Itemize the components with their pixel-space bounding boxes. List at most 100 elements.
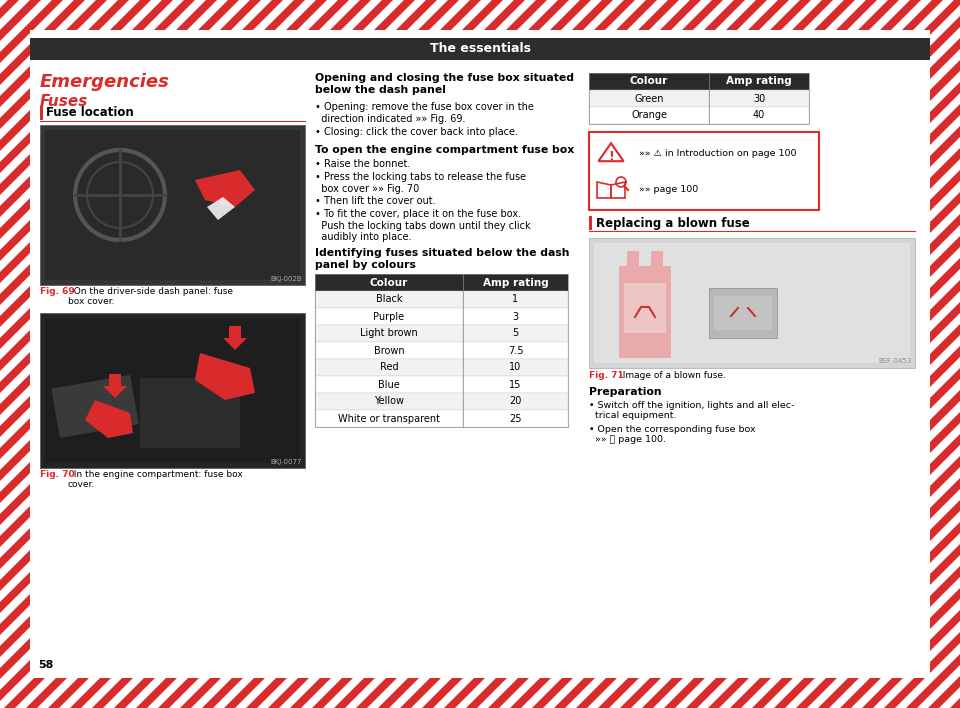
Bar	[714, 296, 772, 330]
Polygon shape	[0, 0, 283, 708]
Polygon shape	[180, 0, 899, 708]
Polygon shape	[0, 0, 679, 708]
Polygon shape	[0, 0, 217, 708]
Text: To open the engine compartment fuse box: To open the engine compartment fuse box	[315, 145, 574, 155]
Polygon shape	[0, 0, 261, 708]
Polygon shape	[422, 0, 960, 708]
Polygon shape	[224, 0, 943, 708]
Polygon shape	[114, 0, 833, 708]
Polygon shape	[774, 0, 960, 708]
Text: »» page 100: »» page 100	[639, 185, 698, 195]
Bar	[40, 106, 43, 120]
Polygon shape	[510, 0, 960, 708]
Bar	[40, 313, 305, 468]
Bar	[589, 107, 709, 124]
Polygon shape	[884, 0, 960, 708]
Text: • Then lift the cover out.: • Then lift the cover out.	[315, 196, 436, 206]
Polygon shape	[664, 0, 960, 708]
Text: • Opening: remove the fuse box cover in the
  direction indicated »» Fig. 69.: • Opening: remove the fuse box cover in …	[315, 102, 534, 124]
Polygon shape	[400, 0, 960, 708]
Polygon shape	[26, 0, 745, 708]
Bar	[589, 73, 809, 90]
Text: Replacing a blown fuse: Replacing a blown fuse	[596, 217, 750, 229]
Text: 15: 15	[510, 379, 521, 389]
Text: 25: 25	[509, 413, 521, 423]
Text: !: !	[608, 149, 613, 163]
Bar	[627, 251, 639, 266]
Polygon shape	[103, 374, 127, 398]
Polygon shape	[0, 0, 525, 708]
Polygon shape	[708, 0, 960, 708]
Polygon shape	[312, 0, 960, 708]
Bar	[651, 251, 663, 266]
Text: 3: 3	[513, 312, 518, 321]
Polygon shape	[48, 0, 767, 708]
Polygon shape	[290, 0, 960, 708]
Polygon shape	[950, 0, 960, 708]
Bar	[51, 375, 139, 438]
Text: BKJ-002B: BKJ-002B	[271, 276, 302, 282]
Text: Yellow: Yellow	[374, 396, 404, 406]
Polygon shape	[0, 0, 657, 708]
Polygon shape	[906, 0, 960, 708]
Polygon shape	[202, 0, 921, 708]
Polygon shape	[0, 0, 503, 708]
Bar	[315, 376, 463, 393]
Polygon shape	[0, 0, 459, 708]
Polygon shape	[0, 0, 547, 708]
Text: Orange: Orange	[631, 110, 667, 120]
Text: 58: 58	[38, 660, 54, 670]
Bar	[315, 410, 463, 427]
Polygon shape	[0, 0, 701, 708]
Polygon shape	[0, 0, 635, 708]
Polygon shape	[928, 0, 960, 708]
Polygon shape	[862, 0, 960, 708]
Polygon shape	[598, 0, 960, 708]
Bar	[589, 90, 709, 107]
Text: • Open the corresponding fuse box
  »» 📖 page 100.: • Open the corresponding fuse box »» 📖 p…	[589, 425, 756, 445]
Text: Green: Green	[635, 93, 663, 103]
Text: Fuse location: Fuse location	[46, 106, 133, 120]
Text: Amp rating: Amp rating	[726, 76, 792, 86]
Text: Blue: Blue	[378, 379, 400, 389]
Bar	[463, 359, 568, 376]
Text: Black: Black	[375, 295, 402, 304]
Bar	[463, 342, 568, 359]
Bar	[709, 107, 809, 124]
Bar	[709, 90, 809, 107]
Bar	[589, 73, 809, 124]
Bar	[315, 274, 568, 427]
Polygon shape	[730, 0, 960, 708]
Polygon shape	[0, 0, 393, 708]
Bar	[594, 243, 910, 363]
Polygon shape	[0, 0, 41, 708]
Text: BKJ-0077: BKJ-0077	[271, 459, 302, 465]
Bar	[589, 216, 592, 230]
Text: BSF-0453: BSF-0453	[878, 358, 912, 364]
Text: 1: 1	[513, 295, 518, 304]
Bar	[315, 308, 463, 325]
Polygon shape	[466, 0, 960, 708]
Bar	[45, 318, 300, 463]
Polygon shape	[444, 0, 960, 708]
Text: White or transparent: White or transparent	[338, 413, 440, 423]
Polygon shape	[223, 326, 247, 350]
Bar	[315, 325, 463, 342]
Polygon shape	[0, 0, 415, 708]
Bar	[45, 130, 300, 280]
Text: • Switch off the ignition, lights and all elec-
  trical equipment.: • Switch off the ignition, lights and al…	[589, 401, 794, 421]
Polygon shape	[0, 0, 371, 708]
Text: Opening and closing the fuse box situated
below the dash panel: Opening and closing the fuse box situate…	[315, 73, 574, 95]
Text: Identifying fuses situated below the dash
panel by colours: Identifying fuses situated below the das…	[315, 248, 569, 270]
Text: Brown: Brown	[373, 346, 404, 355]
Bar	[463, 376, 568, 393]
Polygon shape	[195, 170, 255, 207]
Polygon shape	[0, 0, 239, 708]
Text: • Press the locking tabs to release the fuse
  box cover »» Fig. 70: • Press the locking tabs to release the …	[315, 172, 526, 193]
Polygon shape	[4, 0, 723, 708]
Text: The essentials: The essentials	[429, 42, 531, 55]
Polygon shape	[0, 0, 107, 708]
Text: Red: Red	[380, 362, 398, 372]
Polygon shape	[0, 0, 305, 708]
Text: Purple: Purple	[373, 312, 404, 321]
